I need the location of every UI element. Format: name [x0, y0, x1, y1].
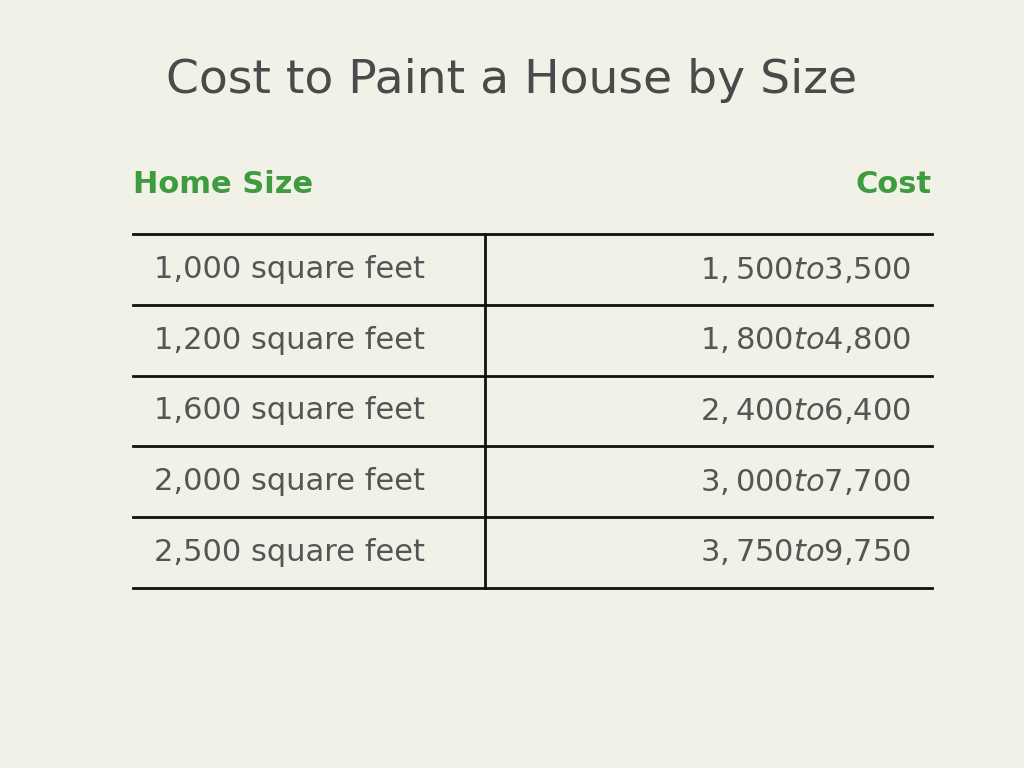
Text: Cost: Cost — [856, 170, 932, 199]
Text: Home Size: Home Size — [133, 170, 313, 199]
Text: 2,500 square feet: 2,500 square feet — [154, 538, 425, 567]
Text: Cost to Paint a House by Size: Cost to Paint a House by Size — [167, 58, 857, 103]
Text: $3,750 to $9,750: $3,750 to $9,750 — [700, 537, 911, 568]
Text: $2,400 to $6,400: $2,400 to $6,400 — [700, 396, 911, 426]
Text: 1,600 square feet: 1,600 square feet — [154, 396, 425, 425]
Text: $1,800 to $4,800: $1,800 to $4,800 — [700, 325, 911, 356]
Text: 1,000 square feet: 1,000 square feet — [154, 255, 425, 284]
Text: 2,000 square feet: 2,000 square feet — [154, 467, 425, 496]
Text: $3,000 to $7,700: $3,000 to $7,700 — [700, 466, 911, 497]
Text: $1,500 to $3,500: $1,500 to $3,500 — [700, 254, 911, 285]
Text: 1,200 square feet: 1,200 square feet — [154, 326, 425, 355]
